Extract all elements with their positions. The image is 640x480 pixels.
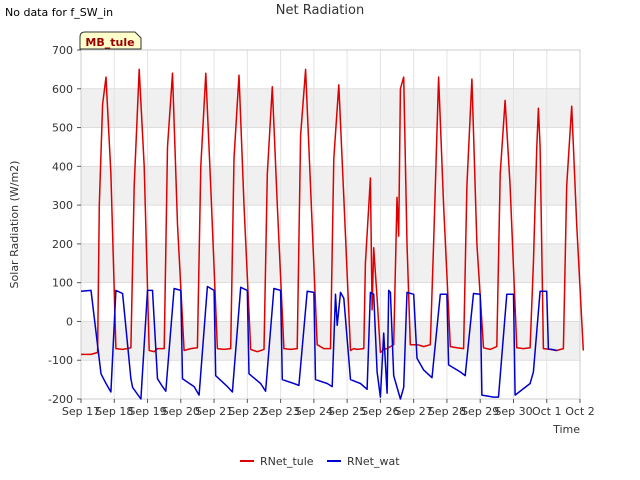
legend-label-rnet_tule: RNet_tule <box>260 455 314 468</box>
x-tick-label: Sep 27 <box>395 405 433 418</box>
no-data-note: No data for f_SW_in <box>5 6 114 19</box>
x-tick-label: Oct 1 <box>532 405 562 418</box>
series-line-rnet_tule <box>81 68 585 356</box>
plot-frame <box>80 49 581 400</box>
chart-title: Net Radiation <box>275 3 365 18</box>
x-tick-label: Sep 29 <box>461 405 499 418</box>
x-tick-label: Sep 17 <box>62 405 100 418</box>
legend-label-rnet_wat: RNet_wat <box>347 455 400 468</box>
site-badge <box>79 31 142 50</box>
y-tick-label: -100 <box>48 354 73 367</box>
y-tick-label: 0 <box>66 315 73 328</box>
y-tick-label: 100 <box>52 277 73 290</box>
y-tick-label: 700 <box>52 44 73 57</box>
x-tick-label: Oct 2 <box>565 405 595 418</box>
y-tick-label: 300 <box>52 199 73 212</box>
x-tick-label: Sep 18 <box>95 405 133 418</box>
x-tick-label: Sep 22 <box>228 405 266 418</box>
x-tick-label: Sep 28 <box>428 405 466 418</box>
site-badge-label: MB_tule <box>85 36 134 49</box>
background-band <box>81 88 580 128</box>
background-band <box>81 166 580 206</box>
x-tick-label: Sep 30 <box>494 405 532 418</box>
y-tick-label: 500 <box>52 122 73 135</box>
x-tick-label: Sep 19 <box>128 405 166 418</box>
x-tick-label: Sep 21 <box>195 405 233 418</box>
x-tick-label: Sep 26 <box>361 405 399 418</box>
x-tick-label: Sep 20 <box>162 405 200 418</box>
y-tick-label: 600 <box>52 83 73 96</box>
x-tick-label: Sep 24 <box>295 405 333 418</box>
background-band <box>81 243 580 283</box>
series-line-rnet_wat <box>80 285 557 400</box>
x-tick-label: Sep 25 <box>328 405 366 418</box>
x-tick-label: Sep 23 <box>261 405 299 418</box>
x-axis-label: Time <box>552 423 580 436</box>
y-tick-label: 400 <box>52 160 73 173</box>
y-axis-label: Solar Radiation (W/m2) <box>8 161 21 289</box>
y-tick-label: -200 <box>48 393 73 406</box>
y-tick-label: 200 <box>52 238 73 251</box>
